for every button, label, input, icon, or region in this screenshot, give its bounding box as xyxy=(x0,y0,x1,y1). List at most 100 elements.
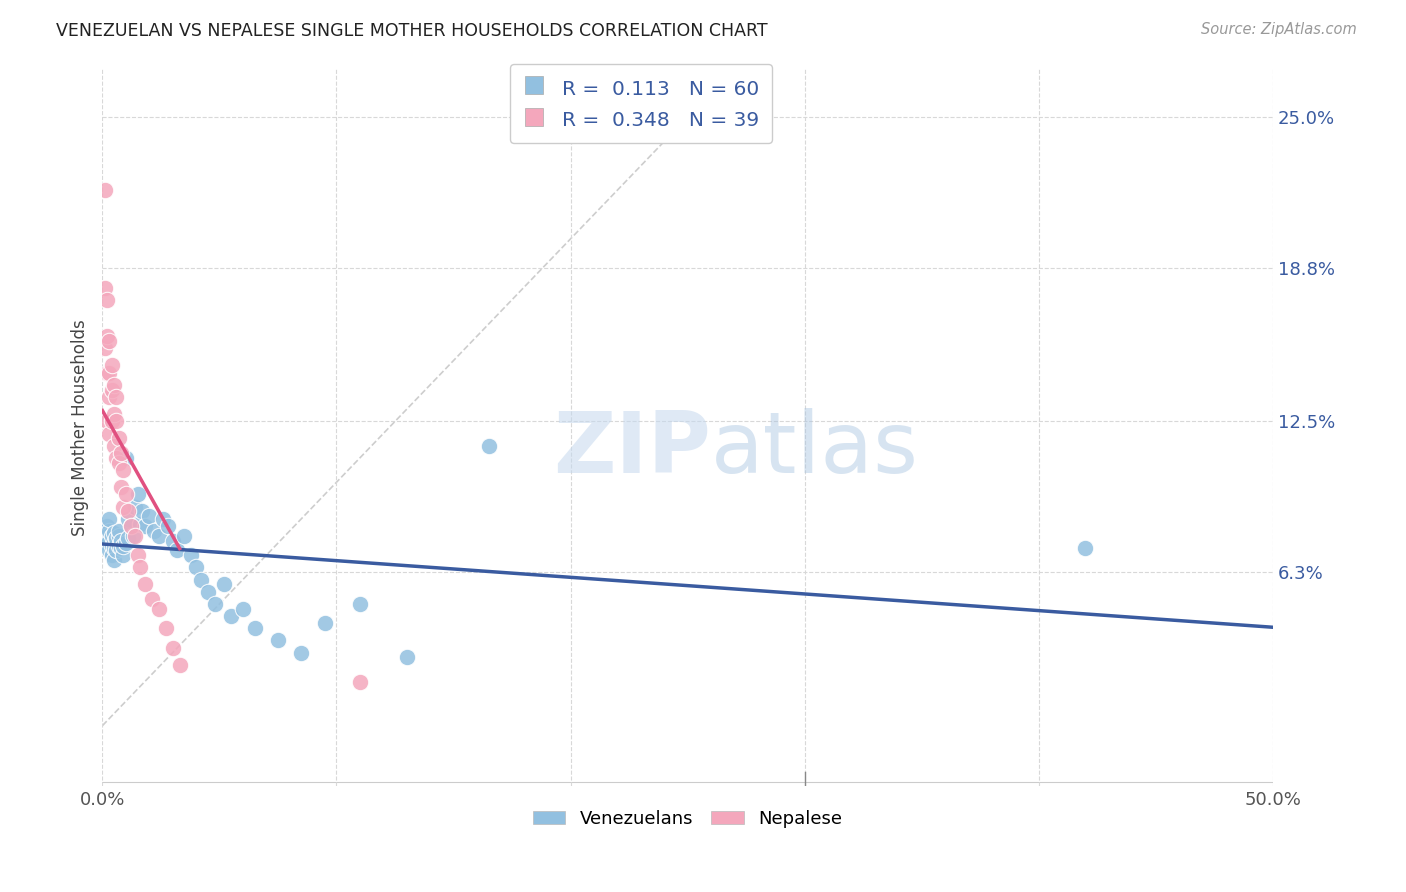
Point xyxy=(94,342,117,356)
Point xyxy=(478,439,501,453)
Point xyxy=(108,432,131,446)
Point xyxy=(110,533,132,548)
Point xyxy=(127,487,149,501)
Point xyxy=(112,539,135,553)
Point xyxy=(105,531,128,545)
Point xyxy=(96,519,118,533)
Point xyxy=(124,500,146,514)
Point xyxy=(162,640,184,655)
Point xyxy=(166,543,188,558)
Point xyxy=(156,519,179,533)
Point xyxy=(232,602,254,616)
Point xyxy=(243,621,266,635)
Point xyxy=(184,560,207,574)
Point xyxy=(105,536,128,550)
Point xyxy=(152,512,174,526)
Point xyxy=(131,504,153,518)
Point xyxy=(96,536,118,550)
Point xyxy=(103,407,125,421)
Text: VENEZUELAN VS NEPALESE SINGLE MOTHER HOUSEHOLDS CORRELATION CHART: VENEZUELAN VS NEPALESE SINGLE MOTHER HOU… xyxy=(56,22,768,40)
Point xyxy=(121,529,143,543)
Point xyxy=(96,414,118,428)
Point xyxy=(142,524,165,538)
Point xyxy=(117,512,139,526)
Point xyxy=(134,577,156,591)
Point xyxy=(98,390,121,404)
Point xyxy=(115,536,138,550)
Point xyxy=(138,509,160,524)
Point xyxy=(290,646,312,660)
Point xyxy=(103,378,125,392)
Point xyxy=(98,533,121,548)
Point xyxy=(120,519,142,533)
Point xyxy=(98,543,121,558)
Point xyxy=(124,529,146,543)
Point xyxy=(105,450,128,465)
Point xyxy=(148,529,170,543)
Point xyxy=(155,621,177,635)
Point xyxy=(103,536,125,550)
Point xyxy=(120,519,142,533)
Point xyxy=(108,524,131,538)
Point xyxy=(169,657,191,672)
Point xyxy=(101,414,124,428)
Point xyxy=(96,366,118,380)
Point xyxy=(314,616,336,631)
Legend: Venezuelans, Nepalese: Venezuelans, Nepalese xyxy=(526,803,849,835)
Point xyxy=(96,329,118,343)
Point xyxy=(112,500,135,514)
Point xyxy=(395,650,418,665)
Point xyxy=(103,541,125,555)
Point xyxy=(98,366,121,380)
Point xyxy=(101,549,124,563)
Point xyxy=(190,573,212,587)
Point xyxy=(112,463,135,477)
Point xyxy=(105,543,128,558)
Point xyxy=(349,597,371,611)
Point xyxy=(117,504,139,518)
Point xyxy=(134,519,156,533)
Point xyxy=(197,584,219,599)
Point xyxy=(108,529,131,543)
Y-axis label: Single Mother Households: Single Mother Households xyxy=(72,319,89,536)
Point xyxy=(173,529,195,543)
Point xyxy=(127,549,149,563)
Point xyxy=(103,526,125,541)
Point xyxy=(219,609,242,624)
Point xyxy=(110,446,132,460)
Point xyxy=(105,414,128,428)
Point xyxy=(94,524,117,538)
Point xyxy=(103,439,125,453)
Point xyxy=(112,549,135,563)
Point xyxy=(162,533,184,548)
Point xyxy=(108,456,131,470)
Point xyxy=(98,512,121,526)
Point xyxy=(115,450,138,465)
Point xyxy=(212,577,235,591)
Point xyxy=(267,633,290,648)
Point xyxy=(349,674,371,689)
Text: Source: ZipAtlas.com: Source: ZipAtlas.com xyxy=(1201,22,1357,37)
Point xyxy=(180,549,202,563)
Point xyxy=(94,280,117,294)
Point xyxy=(108,539,131,553)
Point xyxy=(110,480,132,494)
Point xyxy=(96,293,118,307)
Point xyxy=(101,539,124,553)
Point xyxy=(128,560,150,574)
Point xyxy=(94,183,117,197)
Point xyxy=(148,602,170,616)
Text: ZIP: ZIP xyxy=(553,408,711,491)
Point xyxy=(117,531,139,545)
Point xyxy=(103,553,125,567)
Point xyxy=(204,597,226,611)
Point xyxy=(1074,541,1097,555)
Point xyxy=(98,524,121,538)
Point xyxy=(105,390,128,404)
Point xyxy=(98,334,121,348)
Point xyxy=(110,541,132,555)
Point xyxy=(101,529,124,543)
Point xyxy=(101,383,124,397)
Point xyxy=(141,592,163,607)
Point xyxy=(115,487,138,501)
